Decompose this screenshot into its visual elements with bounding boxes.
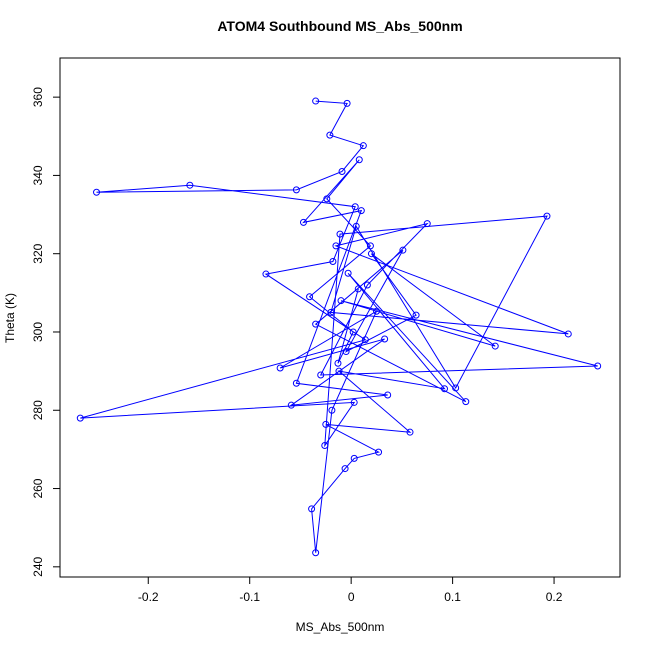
- data-point: [276, 364, 284, 372]
- x-tick-label: -0.1: [239, 590, 260, 604]
- data-point: [452, 384, 460, 392]
- data-point: [186, 181, 194, 189]
- data-point: [594, 362, 602, 370]
- data-point: [292, 379, 300, 387]
- y-tick-label: 260: [31, 478, 45, 498]
- data-point: [406, 428, 414, 436]
- data-point: [292, 186, 300, 194]
- y-tick-label: 300: [31, 322, 45, 342]
- data-point: [335, 367, 343, 375]
- data-point: [354, 285, 362, 293]
- data-point: [361, 336, 369, 344]
- data-point: [462, 398, 470, 406]
- data-point: [357, 207, 365, 215]
- data-point: [350, 398, 358, 406]
- y-tick-label: 240: [31, 556, 45, 576]
- data-point: [287, 401, 295, 409]
- data-point: [412, 311, 420, 319]
- data-point: [312, 549, 320, 557]
- data-point: [399, 246, 407, 254]
- data-point: [262, 270, 270, 278]
- data-point: [328, 406, 336, 414]
- data-point: [338, 168, 346, 176]
- data-point: [337, 297, 345, 305]
- data-point: [367, 250, 375, 258]
- data-point: [363, 281, 371, 289]
- data-point: [384, 391, 392, 399]
- data-point: [321, 441, 329, 449]
- data-point: [543, 212, 551, 220]
- y-axis-label: Theta (K): [3, 293, 17, 343]
- data-point: [323, 195, 331, 203]
- data-point: [76, 414, 84, 422]
- data-point: [329, 258, 337, 266]
- data-point: [344, 269, 352, 277]
- data-point: [317, 371, 325, 379]
- data-point: [423, 220, 431, 228]
- data-point: [351, 203, 359, 211]
- data-point: [381, 335, 389, 343]
- y-tick-label: 320: [31, 243, 45, 263]
- data-point: [306, 293, 314, 301]
- data-point: [350, 454, 358, 462]
- data-line: [80, 100, 598, 553]
- data-point: [359, 142, 367, 150]
- data-point: [334, 359, 342, 367]
- data-point: [322, 420, 330, 428]
- data-point: [327, 308, 335, 316]
- chart-title: ATOM4 Southbound MS_Abs_500nm: [217, 18, 462, 34]
- data-point: [373, 307, 381, 315]
- data-point: [326, 131, 334, 139]
- plot-frame: [59, 57, 621, 578]
- data-point: [352, 222, 360, 230]
- data-point: [564, 330, 572, 338]
- data-point: [349, 328, 357, 336]
- data-point: [93, 188, 101, 196]
- x-axis-label: MS_Abs_500nm: [296, 620, 385, 634]
- data-point: [299, 218, 307, 226]
- x-tick-label: 0.1: [444, 590, 461, 604]
- data-point: [375, 448, 383, 456]
- data-point: [343, 99, 351, 107]
- data-point: [336, 230, 344, 238]
- data-point: [440, 385, 448, 393]
- y-tick-label: 340: [31, 165, 45, 185]
- x-tick-label: 0.2: [546, 590, 563, 604]
- data-point: [366, 242, 374, 250]
- x-tick-label: -0.2: [138, 590, 159, 604]
- data-point: [308, 505, 316, 513]
- data-point: [355, 156, 363, 164]
- y-tick-label: 360: [31, 87, 45, 107]
- data-point: [491, 342, 499, 350]
- x-tick-label: 0: [348, 590, 355, 604]
- data-point: [341, 465, 349, 473]
- data-point: [312, 97, 320, 105]
- data-point: [312, 320, 320, 328]
- data-point: [332, 242, 340, 250]
- data-point: [342, 348, 350, 356]
- y-tick-label: 280: [31, 400, 45, 420]
